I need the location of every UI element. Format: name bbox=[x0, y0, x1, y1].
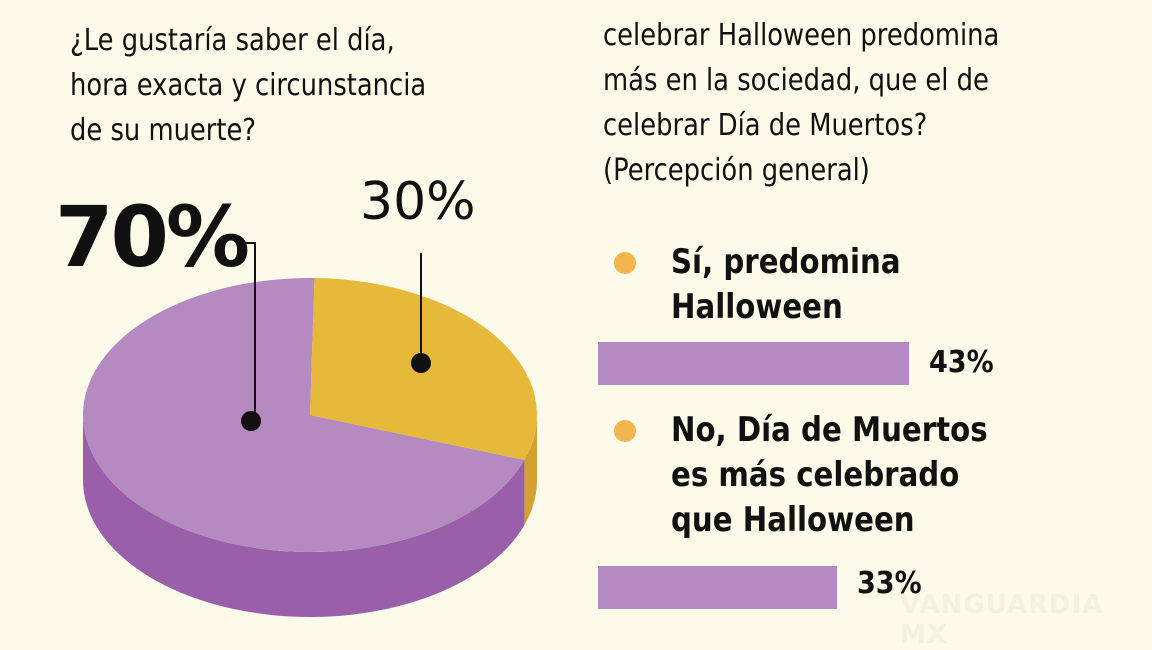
pie-marker-30 bbox=[411, 353, 431, 373]
bar-no bbox=[598, 566, 837, 609]
pie-side-30 bbox=[524, 415, 537, 525]
option-line: que Halloween bbox=[671, 500, 915, 540]
option-line: Halloween bbox=[671, 287, 843, 327]
bar-yes-value: 43% bbox=[929, 345, 994, 380]
bar-question-line: más en la sociedad, que el de bbox=[603, 63, 989, 98]
pie-label-70: 70% bbox=[55, 188, 250, 286]
option-line: es más celebrado bbox=[671, 455, 960, 495]
leader-line-70 bbox=[236, 242, 256, 420]
pie-marker-70 bbox=[241, 411, 261, 431]
bullet-icon bbox=[614, 420, 636, 442]
pie-question-line: hora exacta y circunstancia bbox=[70, 68, 427, 103]
bar-question-line: celebrar Halloween predomina bbox=[603, 18, 1000, 53]
option-line: No, Día de Muertos bbox=[671, 410, 988, 450]
pie-question-line: ¿Le gustaría saber el día, bbox=[70, 23, 395, 58]
bar-question: celebrar Halloween predomina más en la s… bbox=[603, 13, 999, 193]
pie-chart bbox=[82, 242, 537, 617]
bar-no-value: 33% bbox=[856, 566, 922, 601]
option-yes-label: Sí, predomina Halloween bbox=[671, 240, 901, 330]
bar-yes bbox=[598, 342, 909, 385]
pie-label-30: 30% bbox=[360, 172, 476, 232]
pie-question-line: de su muerte? bbox=[70, 113, 257, 148]
watermark: VANGUARDIA MX bbox=[900, 590, 1104, 650]
bullet-icon bbox=[614, 252, 636, 274]
option-no-label: No, Día de Muertos es más celebrado que … bbox=[671, 408, 988, 543]
pie-question: ¿Le gustaría saber el día, hora exacta y… bbox=[70, 18, 426, 153]
option-line: Sí, predomina bbox=[671, 242, 901, 282]
pie-side-70 bbox=[83, 415, 525, 617]
bar-question-line: (Percepción general) bbox=[603, 153, 870, 188]
bar-question-line: celebrar Día de Muertos? bbox=[603, 108, 928, 143]
pie-slice-70 bbox=[82, 278, 525, 552]
